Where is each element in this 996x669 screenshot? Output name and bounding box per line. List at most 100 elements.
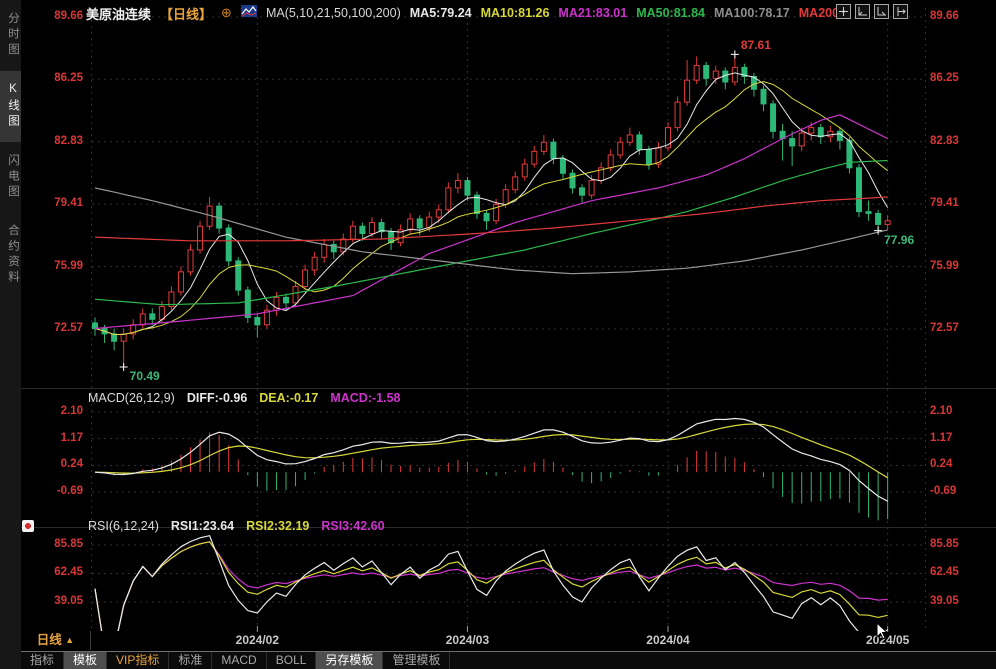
candle-down xyxy=(378,222,385,233)
candle-down xyxy=(149,313,156,320)
crosshair-icon[interactable] xyxy=(836,4,851,19)
candle-down xyxy=(856,167,862,213)
date-label: 2024/05 xyxy=(865,633,910,647)
candle-up xyxy=(139,313,146,326)
macd-axis-label-right: 0.24 xyxy=(930,458,953,471)
sidebar-item-lightning-chart[interactable]: 闪电图 xyxy=(7,153,19,201)
tab-templates[interactable]: 模板 xyxy=(64,652,108,669)
candle-up xyxy=(493,203,500,222)
price-annotation: 70.49 xyxy=(129,368,160,383)
sidebar-item-contract-info[interactable]: 合约资料 xyxy=(7,224,19,286)
candle-up xyxy=(120,333,127,342)
panel-collapse-icon[interactable] xyxy=(22,520,34,532)
candle-down xyxy=(569,172,576,189)
price-marker-cross xyxy=(119,362,128,371)
chart-canvas[interactable] xyxy=(0,0,996,632)
ma100-readout: MA100:78.17 xyxy=(714,6,790,20)
ma21-line xyxy=(94,114,888,330)
period-arrow-icon: ▲ xyxy=(65,635,75,645)
price-axis-label-left: 75.99 xyxy=(54,259,83,272)
pan-right-icon[interactable] xyxy=(893,4,908,19)
rsi-axis-label-left: 62.45 xyxy=(54,566,83,579)
date-label: 2024/02 xyxy=(235,633,280,647)
date-label: 2024/03 xyxy=(445,633,490,647)
macd-axis-label-right: 2.10 xyxy=(930,404,953,417)
macd-axis-label-left: 1.17 xyxy=(60,431,83,444)
candle-up xyxy=(302,269,309,287)
rsi3-readout: RSI3:42.60 xyxy=(321,519,385,533)
add-indicator-icon[interactable]: ⊕ xyxy=(221,5,232,20)
candle-down xyxy=(789,138,796,147)
ma100-line xyxy=(94,187,888,275)
left-sidebar: 分时图 K线图 闪电图 合约资料 xyxy=(0,0,21,669)
candle-up xyxy=(512,176,519,191)
rsi1-readout: RSI1:23.64 xyxy=(170,519,235,533)
price-axis-label-right: 79.41 xyxy=(930,197,959,210)
tab-save-template[interactable]: 另存模板 xyxy=(316,652,384,669)
candle-down xyxy=(330,243,337,253)
ma5-readout: MA5:79.24 xyxy=(409,6,472,20)
candle-up xyxy=(502,189,509,205)
rsi2-readout: RSI2:32.19 xyxy=(246,519,310,533)
candle-down xyxy=(645,149,652,165)
candle-up xyxy=(340,238,347,253)
mini-chart-icon[interactable] xyxy=(240,4,257,22)
price-axis-label-left: 86.25 xyxy=(54,72,83,85)
candle-up xyxy=(445,187,452,211)
macd-bar-readout: MACD:-1.58 xyxy=(330,391,401,405)
candle-up xyxy=(292,285,299,304)
rsi-axis-label-right: 39.05 xyxy=(930,594,959,607)
price-axis-label-right: 89.66 xyxy=(930,10,959,22)
candle-down xyxy=(817,127,824,138)
tab-indicators[interactable]: 指标 xyxy=(21,652,65,669)
price-annotation: 77.96 xyxy=(884,232,915,247)
sidebar-item-kline-chart[interactable]: K线图 xyxy=(0,70,21,142)
sidebar-item-time-chart[interactable]: 分时图 xyxy=(7,12,19,59)
candle-up xyxy=(454,180,461,189)
period-selector[interactable]: 日线 ▲ xyxy=(21,631,91,650)
macd-name: MACD(26,12,9) xyxy=(88,391,175,405)
period-label: 日线 xyxy=(36,633,62,647)
candle-up xyxy=(177,271,184,293)
candle-up xyxy=(827,130,834,138)
candle-up xyxy=(521,163,528,178)
candle-up xyxy=(617,141,624,156)
tab-boll[interactable]: BOLL xyxy=(267,652,317,669)
tab-vip-indicators[interactable]: VIP指标 xyxy=(107,652,170,669)
candle-down xyxy=(244,289,251,318)
macd-dea-line xyxy=(94,423,889,479)
rsi-name: RSI(6,12,24) xyxy=(88,519,159,533)
tab-macd[interactable]: MACD xyxy=(212,652,267,669)
tab-standard[interactable]: 标准 xyxy=(169,652,213,669)
candle-up xyxy=(407,218,414,231)
candle-down xyxy=(875,212,882,225)
candle-down xyxy=(225,227,232,262)
candle-down xyxy=(741,66,748,78)
ma-settings-label: MA(5,10,21,50,100,200) xyxy=(265,6,401,20)
macd-axis-label-right: 1.17 xyxy=(930,431,953,444)
chart-header: 美原油连续 【日线】 ⊕ MA(5,10,21,50,100,200) MA5:… xyxy=(86,3,839,23)
axis-scale-left-icon[interactable] xyxy=(855,4,870,19)
candle-down xyxy=(283,296,289,304)
macd-axis-label-left: 0.24 xyxy=(60,458,83,471)
macd-layer xyxy=(104,432,889,521)
ma10-line xyxy=(94,81,889,336)
candle-up xyxy=(349,225,356,240)
macd-axis-label-right: -0.69 xyxy=(930,484,957,497)
candle-down xyxy=(483,212,490,222)
candle-up xyxy=(426,216,433,229)
axis-scale-right-icon[interactable] xyxy=(874,4,889,19)
macd-axis-label-left: -0.69 xyxy=(56,484,83,497)
bottom-tab-bar: 指标 模板 VIP指标 标准 MACD BOLL 另存模板 管理模板 xyxy=(21,651,996,669)
candle-up xyxy=(168,291,175,308)
candle-up xyxy=(435,209,442,218)
macd-panel-header: MACD(26,12,9) DIFF:-0.96 DEA:-0.17 MACD:… xyxy=(88,391,400,405)
tab-manage-templates[interactable]: 管理模板 xyxy=(383,652,451,669)
candle-up xyxy=(798,132,805,147)
candle-up xyxy=(588,180,595,196)
candle-up xyxy=(674,101,681,129)
instrument-title: 美原油连续 xyxy=(86,6,152,22)
candle-down xyxy=(770,103,777,132)
candle-down xyxy=(579,187,586,196)
candle-down xyxy=(703,65,710,79)
